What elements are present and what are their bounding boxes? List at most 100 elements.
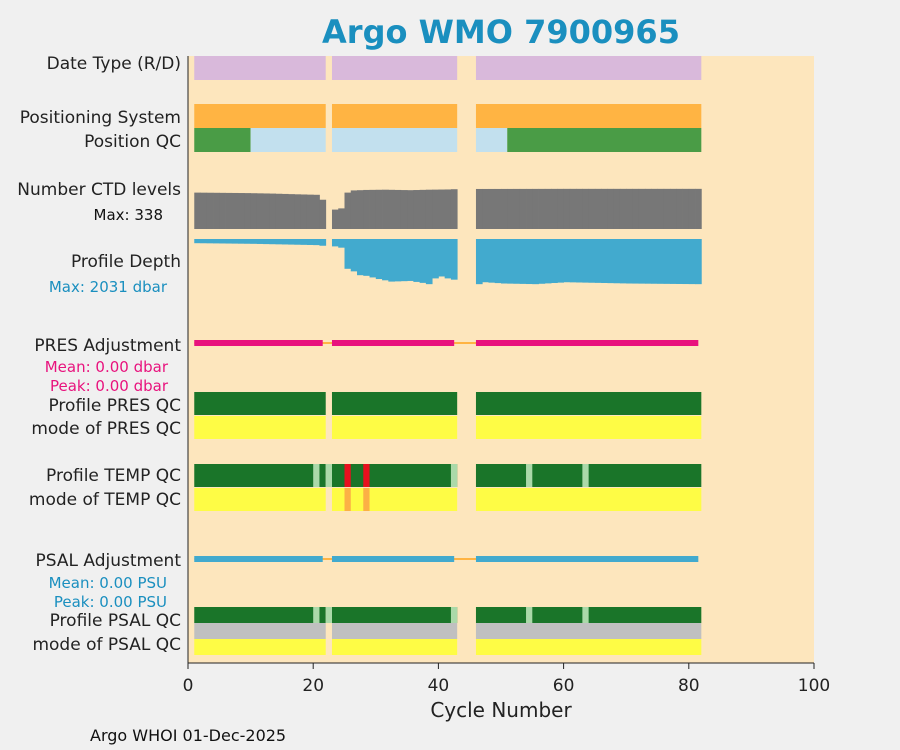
row-label-position-qc: Position QC	[84, 132, 181, 152]
profile-depth-bar-16	[288, 239, 295, 245]
ctd-levels-bar-32	[388, 189, 395, 229]
ctd-levels-bar-71	[632, 188, 640, 229]
ctd-levels-bar-40	[438, 189, 446, 229]
x-tick-label-0: 0	[183, 676, 194, 696]
psal-qc-flag-b-42	[450, 607, 458, 623]
profile-depth-bar-73	[644, 239, 652, 284]
row-label-number-ctd-levels: Number CTD levels	[17, 180, 181, 200]
profile-depth-bar-56	[538, 239, 546, 284]
row-label-mode-pres-qc: mode of PRES QC	[31, 419, 181, 439]
ctd-levels-bar-73	[644, 188, 652, 229]
ctd-levels-bar-60	[563, 188, 571, 229]
pres-peak-annotation: Peak: 0.00 dbar	[50, 377, 169, 395]
ctd-levels-bar-29	[369, 189, 377, 229]
ctd-levels-bar-41	[444, 189, 452, 229]
x-tick-label-100: 100	[798, 676, 830, 696]
ctd-levels-bar-62	[576, 188, 583, 229]
ctd-levels-bar-79	[682, 188, 690, 229]
profile-depth-bar-27	[357, 239, 364, 276]
profile-depth-bar-67	[607, 239, 615, 284]
profile-depth-bar-9	[244, 239, 251, 244]
profile-depth-bar-14	[275, 239, 283, 245]
ctd-levels-bar-16	[288, 194, 295, 229]
temp-qc-flag-b-42	[450, 464, 458, 487]
ctd-levels-bar-17	[294, 194, 302, 229]
x-tick-label-80: 80	[678, 676, 700, 696]
ctd-levels-bar-51	[507, 188, 514, 229]
profile-depth-bar-35	[407, 239, 414, 281]
ctd-max-annotation: Max: 338	[94, 206, 163, 224]
row-label-positioning-system: Positioning System	[20, 108, 181, 128]
ctd-levels-bar-67	[607, 188, 615, 229]
ctd-levels-bar-24	[338, 208, 345, 229]
ctd-levels-bar-1	[194, 192, 201, 229]
temp-qc-flag-f-25	[344, 464, 351, 487]
profile-depth-bar-66	[601, 239, 608, 284]
ctd-levels-bar-26	[350, 190, 358, 229]
profile-depth-bar-59	[557, 239, 564, 283]
ctd-levels-bar-38	[425, 189, 433, 229]
profile-depth-bar-62	[576, 239, 583, 283]
profile-pres-qc-bar-seg-1	[194, 392, 326, 415]
row-label-profile-temp-qc: Profile TEMP QC	[46, 466, 181, 486]
profile-depth-bar-71	[632, 239, 640, 284]
profile-depth-bar-5	[219, 239, 226, 244]
profile-depth-bar-8	[238, 239, 245, 244]
ctd-levels-bar-33	[394, 189, 402, 229]
profile-temp-qc-bar-seg-1	[194, 464, 326, 487]
ctd-levels-bar-8	[238, 193, 245, 229]
profile-depth-bar-17	[294, 239, 302, 245]
ctd-levels-bar-21	[319, 199, 327, 229]
profile-depth-bar-10	[250, 239, 258, 244]
ctd-levels-bar-74	[651, 188, 658, 229]
profile-depth-bar-1	[194, 239, 201, 244]
profile-depth-bar-57	[544, 239, 552, 284]
ctd-levels-bar-42	[450, 189, 458, 229]
profile-depth-bar-39	[432, 239, 439, 279]
profile-pres-qc-bar-seg-3	[475, 392, 702, 415]
profile-depth-bar-21	[319, 239, 327, 246]
profile-depth-bar-29	[369, 239, 377, 278]
position-qc-bar-4	[475, 128, 508, 152]
ctd-levels-bar-36	[413, 190, 421, 229]
date-type-bar-seg-2	[331, 56, 458, 80]
profile-depth-bar-33	[394, 239, 402, 282]
profile-depth-bar-34	[400, 239, 408, 282]
profile-psal-qc-bar-seg-2	[331, 607, 458, 623]
profile-depth-bar-80	[688, 239, 696, 285]
ctd-levels-bar-14	[275, 193, 283, 229]
ctd-levels-bar-20	[313, 194, 320, 229]
row-label-date-type: Date Type (R/D)	[47, 54, 181, 74]
ctd-levels-bar-39	[432, 189, 439, 229]
profile-depth-bar-12	[263, 239, 270, 245]
mode-pres-qc-bar-seg-3	[475, 416, 702, 439]
position-qc-bar-5	[507, 128, 702, 152]
row-label-profile-pres-qc: Profile PRES QC	[48, 396, 181, 416]
profile-depth-bar-64	[588, 239, 596, 283]
psal-qc-flag-b-22	[325, 607, 332, 623]
mode-psal-qc-bar-seg-2	[331, 639, 458, 655]
row-label-mode-psal-qc: mode of PSAL QC	[32, 635, 181, 655]
psal-qc-grey-bar-seg-3	[475, 623, 702, 639]
profile-depth-bar-6	[225, 239, 233, 244]
profile-depth-bar-55	[532, 239, 539, 285]
ctd-levels-bar-53	[519, 188, 527, 229]
row-label-mode-temp-qc: mode of TEMP QC	[29, 490, 181, 510]
ctd-levels-bar-72	[638, 188, 646, 229]
ctd-levels-bar-7	[231, 192, 239, 229]
profile-depth-bar-3	[206, 239, 214, 244]
ctd-levels-bar-46	[475, 188, 483, 229]
x-tick-label-40: 40	[428, 676, 450, 696]
ctd-levels-bar-47	[482, 188, 489, 229]
position-qc-bar-1	[194, 128, 251, 152]
profile-psal-qc-bar-seg-1	[194, 607, 326, 623]
ctd-levels-bar-15	[281, 193, 289, 229]
ctd-levels-bar-3	[206, 192, 214, 229]
temp-qc-flag-b-54	[526, 464, 533, 487]
psal-peak-annotation: Peak: 0.00 PSU	[54, 593, 167, 611]
positioning-system-bar-seg-3	[475, 104, 702, 128]
mode-psal-qc-bar-seg-1	[194, 639, 326, 655]
temp-qc-flag-b-20	[313, 464, 320, 487]
temp-qc-flag-b-22	[325, 464, 332, 487]
